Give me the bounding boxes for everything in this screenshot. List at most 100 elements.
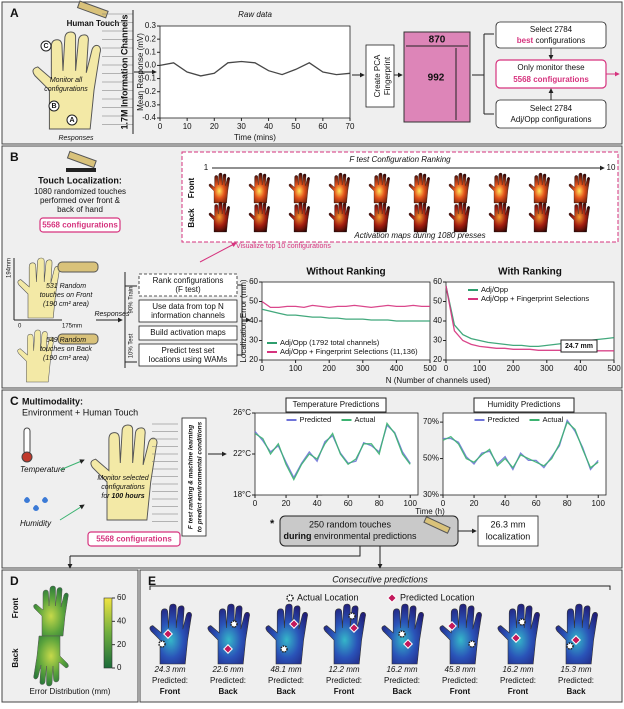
response-lines — [102, 13, 157, 125]
predicted-prefix: Predicted: — [500, 676, 536, 685]
result: localization — [486, 531, 531, 541]
front-touches: (190 cm² area) — [43, 301, 89, 308]
y-tick-label: 18°C — [233, 490, 251, 499]
title-box — [285, 397, 387, 413]
back-touches: 549 Random — [46, 337, 86, 344]
hand-note: Monitor all — [50, 77, 83, 84]
panel-label: B — [10, 150, 19, 164]
actual-marker — [230, 620, 238, 628]
front-label: Front — [187, 177, 196, 198]
y-tick-label: 22°C — [233, 449, 251, 458]
panel-label: D — [10, 574, 19, 588]
x-tick-label: 50 — [291, 122, 300, 131]
x-tick-label: 400 — [574, 364, 588, 373]
step: Build activation maps — [150, 328, 226, 337]
step: information channels — [151, 311, 225, 320]
back-label: Back — [11, 648, 20, 668]
finger-icon — [57, 333, 99, 345]
y-tick-label: -0.3 — [142, 100, 156, 109]
method-box — [181, 417, 207, 537]
x-tick-label: 0 — [253, 499, 258, 508]
predicted-marker — [289, 619, 299, 629]
finger-icon — [66, 150, 97, 169]
select-adj: Select 2784 — [530, 104, 573, 113]
panel-label: E — [148, 574, 156, 588]
matrix-height: 992 — [428, 73, 445, 84]
chart-title: Temperature Predictions — [293, 400, 380, 409]
matrix-width: 870 — [429, 35, 446, 46]
predicted-side: Back — [566, 687, 586, 696]
front-label: Front — [11, 597, 20, 618]
ranking-box — [181, 151, 619, 243]
error: 22.6 mm — [211, 665, 243, 674]
step: locations using WAMs — [149, 355, 227, 364]
error: 16.2 mm — [386, 665, 417, 674]
predicted-prefix: Predicted: — [210, 676, 246, 685]
series-line — [261, 300, 430, 309]
predicted-prefix: Predicted: — [326, 676, 362, 685]
y-tick-label: 20 — [249, 355, 258, 364]
x-tick-label: 0 — [158, 122, 163, 131]
monitor: 5568 configurations — [513, 75, 589, 84]
emphasis: during — [283, 531, 311, 541]
legend-label: Predicted — [300, 415, 332, 424]
predicted-side: Front — [334, 687, 355, 696]
y-tick-label: -0.4 — [142, 113, 156, 122]
result-box — [477, 515, 539, 547]
actual-marker — [158, 640, 166, 648]
x-axis-label: Time (mins) — [234, 133, 276, 142]
predicted-side: Front — [450, 687, 471, 696]
responses: Responses — [94, 311, 130, 318]
legend-label: Adj/Opp (1792 total channels) — [280, 338, 380, 347]
marker — [48, 100, 60, 112]
method: F test ranking & machine learning — [188, 425, 195, 529]
step: (F test) — [175, 285, 201, 294]
series-line — [159, 60, 351, 77]
error: 15.3 mm — [560, 665, 591, 674]
predicted-side: Back — [392, 687, 412, 696]
y-tick-label: 0.0 — [145, 61, 157, 70]
responses: Responses — [58, 135, 94, 142]
x-tick-label: 300 — [540, 364, 554, 373]
plot-area — [159, 25, 351, 119]
thermometer-bulb — [21, 451, 33, 463]
legend-label: Adj/Opp + Fingerprint Selections (11,136… — [280, 347, 418, 356]
predicted-marker — [571, 635, 581, 645]
title-box — [473, 397, 575, 413]
x-tick-label: 0 — [444, 364, 449, 373]
annotation-box — [560, 339, 598, 353]
predicted-marker — [447, 621, 457, 631]
rank-start: 1 — [204, 163, 209, 172]
chart-title: With Ranking — [498, 267, 562, 278]
series-line — [254, 421, 411, 482]
front-touches: 531 Random — [46, 283, 86, 290]
x-tick-label: 400 — [390, 364, 404, 373]
x-tick-label: 100 — [592, 499, 606, 508]
connector — [472, 33, 494, 115]
y-tick-label: 30% — [423, 490, 439, 499]
predicted-prefix: Predicted: — [384, 676, 420, 685]
predicted-icon — [387, 593, 397, 603]
y-tick-label: 30 — [249, 336, 258, 345]
configs: 5568 configurations — [42, 221, 118, 230]
y-tick-label: -0.1 — [142, 74, 156, 83]
y-tick-label: 20 — [433, 355, 442, 364]
predicted-prefix: Predicted: — [152, 676, 188, 685]
actual-marker — [566, 642, 574, 650]
predicted-marker — [403, 639, 413, 649]
y-axis-label: Mean Response (mV) — [136, 33, 145, 111]
x-tick-label: 30 — [237, 122, 246, 131]
ranking-title: F test Configuration Ranking — [349, 155, 451, 164]
hand-note: configurations — [44, 86, 88, 93]
x-tick-label: 20 — [210, 122, 219, 131]
train: 90% Train — [129, 286, 135, 313]
title: Consecutive predictions — [332, 574, 428, 584]
back-touches: (190 cm² area) — [43, 355, 89, 362]
y-tick-label: 50 — [433, 297, 442, 306]
colorbar-label: 60 — [117, 593, 126, 602]
arrow — [199, 242, 237, 263]
plot-area — [442, 412, 607, 496]
